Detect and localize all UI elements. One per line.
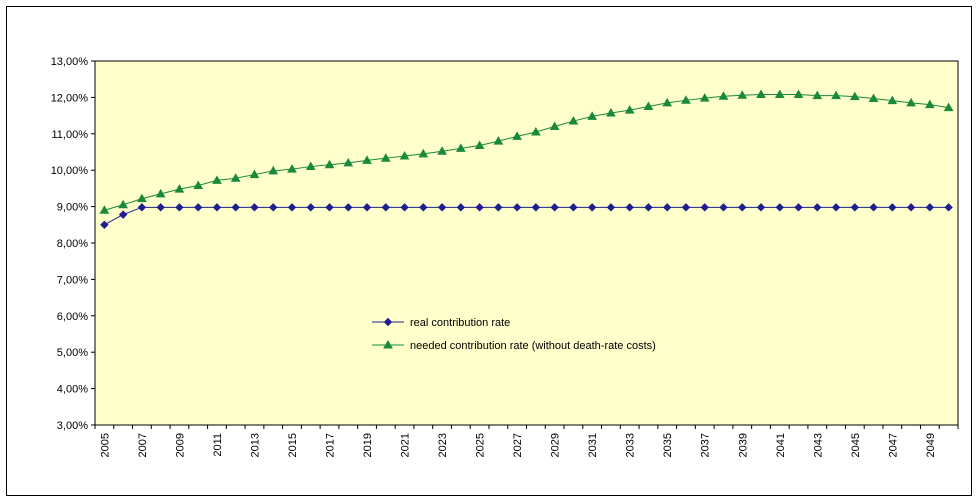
x-tick-label: 2037 (700, 433, 712, 457)
x-tick-label: 2011 (212, 433, 224, 457)
x-tick-label: 2041 (775, 433, 787, 457)
x-tick-label: 2009 (174, 433, 186, 457)
x-tick-label: 2045 (850, 433, 862, 457)
x-tick-label: 2035 (662, 433, 674, 457)
y-tick-label: 13,00% (51, 56, 89, 68)
x-tick-label: 2033 (625, 433, 637, 457)
x-axis: 2005 2007 2009 2011 2013 2015 2017 2019 2021 2023… (95, 425, 958, 457)
y-tick-label: 5,00% (57, 347, 88, 359)
x-tick-label: 2015 (287, 433, 299, 457)
x-tick-label: 2039 (737, 433, 749, 457)
x-tick-label: 2027 (512, 433, 524, 457)
legend-label: real contribution rate (410, 317, 510, 329)
y-tick-label: 7,00% (57, 274, 88, 286)
y-tick-label: 9,00% (57, 202, 88, 214)
x-tick-label: 2007 (137, 433, 149, 457)
y-tick-label: 6,00% (57, 311, 88, 323)
y-tick-label: 8,00% (57, 238, 88, 250)
x-tick-label: 2029 (550, 433, 562, 457)
x-tick-label: 2047 (887, 433, 899, 457)
x-tick-label: 2013 (249, 433, 261, 457)
x-tick-label: 2031 (587, 433, 599, 457)
y-tick-label: 4,00% (57, 384, 88, 396)
y-tick-label: 3,00% (57, 420, 88, 432)
x-tick-label: 2021 (400, 433, 412, 457)
y-tick-label: 10,00% (51, 165, 89, 177)
x-tick-label: 2043 (812, 433, 824, 457)
x-tick-label: 2017 (325, 433, 337, 457)
x-tick-label: 2023 (437, 433, 449, 457)
plot-area (95, 61, 958, 425)
x-tick-label: 2019 (362, 433, 374, 457)
x-tick-label: 2049 (925, 433, 937, 457)
legend-label: needed contribution rate (without death-… (410, 340, 656, 352)
x-tick-label: 2025 (475, 433, 487, 457)
x-tick-label: 2005 (99, 433, 111, 457)
y-axis: 3,00% 4,00% 5,00% 6,00% 7,00% 8,00% 9,00% 10,00… (51, 56, 95, 432)
y-tick-label: 11,00% (52, 129, 89, 141)
y-tick-label: 12,00% (51, 92, 89, 104)
